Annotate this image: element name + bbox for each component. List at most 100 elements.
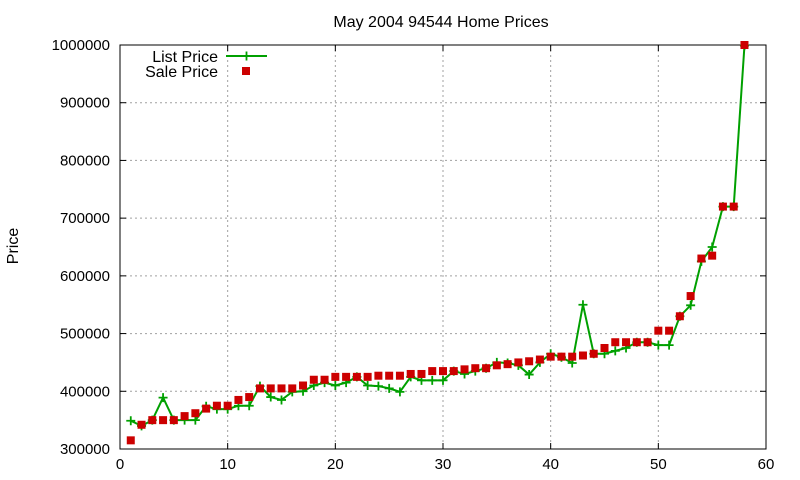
y-axis-label: Price bbox=[5, 228, 22, 265]
sale-price-point bbox=[299, 381, 308, 390]
list-price-point bbox=[427, 375, 437, 385]
sale-price-point bbox=[180, 412, 189, 421]
sale-price-point bbox=[675, 312, 684, 321]
y-tick-label: 300000 bbox=[60, 441, 110, 458]
sale-price-point bbox=[535, 355, 544, 364]
sale-price-point bbox=[632, 338, 641, 347]
x-tick-label: 50 bbox=[650, 456, 667, 473]
list-price-point bbox=[395, 387, 405, 397]
list-price-line bbox=[130, 45, 746, 428]
y-tick-label: 400000 bbox=[60, 383, 110, 400]
sale-price-point bbox=[374, 371, 383, 380]
sale-price-point bbox=[191, 409, 200, 418]
sale-price-point bbox=[309, 375, 318, 384]
sale-price-point bbox=[589, 349, 598, 358]
list-price-point bbox=[126, 416, 136, 426]
sale-price-point bbox=[159, 416, 168, 425]
list-price-point bbox=[384, 383, 394, 393]
y-tick-label: 700000 bbox=[60, 210, 110, 227]
y-tick-label: 1000000 bbox=[52, 37, 110, 54]
sale-price-point bbox=[665, 326, 674, 335]
y-tick-label: 800000 bbox=[60, 152, 110, 169]
sale-price-point bbox=[482, 364, 491, 373]
plot-frame bbox=[119, 44, 767, 450]
list-price-point bbox=[438, 375, 448, 385]
sale-price-point bbox=[740, 41, 749, 49]
x-tick-label: 20 bbox=[327, 456, 344, 473]
sale-price-point bbox=[546, 352, 555, 361]
sale-price-point bbox=[708, 251, 717, 260]
sale-price-point bbox=[503, 360, 512, 369]
list-price-point bbox=[686, 300, 696, 310]
sale-price-point bbox=[492, 361, 501, 370]
sale-price-point bbox=[126, 436, 135, 445]
legend-marker-list-price bbox=[242, 51, 251, 61]
sale-price-point bbox=[320, 375, 329, 384]
sale-price-point bbox=[169, 416, 178, 425]
sale-price-point bbox=[449, 367, 458, 376]
sale-price-point bbox=[718, 202, 727, 211]
y-tick-label: 500000 bbox=[60, 326, 110, 343]
sale-price-point bbox=[255, 384, 264, 393]
sale-price-point bbox=[245, 393, 254, 402]
list-price-point bbox=[707, 242, 717, 252]
sale-price-point bbox=[568, 352, 577, 361]
sale-price-point bbox=[686, 292, 695, 301]
axis-ticks: 300000 400000 500000 600000 700000 800000 9000… bbox=[52, 37, 775, 473]
sale-price-point bbox=[578, 351, 587, 360]
list-price-point bbox=[244, 401, 254, 411]
sale-price-point bbox=[406, 369, 415, 378]
sale-price-point bbox=[352, 372, 361, 381]
sale-price-point bbox=[697, 254, 706, 263]
legend-label-list-price: List Price bbox=[152, 49, 218, 66]
sale-price-point bbox=[428, 367, 437, 376]
sale-price-point bbox=[342, 372, 351, 381]
sale-price-point bbox=[395, 371, 404, 380]
list-price-point bbox=[266, 392, 276, 402]
sale-price-point bbox=[439, 367, 447, 376]
sale-price-point bbox=[460, 365, 469, 374]
list-price-point bbox=[610, 346, 620, 356]
sale-price-point bbox=[331, 372, 340, 381]
sale-price-point bbox=[729, 202, 738, 211]
sale-price-point bbox=[223, 401, 232, 410]
list-price-point bbox=[578, 300, 588, 310]
x-tick-label: 0 bbox=[116, 456, 124, 473]
sale-price-point bbox=[202, 404, 211, 413]
sale-price-point bbox=[288, 384, 297, 393]
x-tick-label: 30 bbox=[435, 456, 452, 473]
sale-price-point bbox=[525, 357, 534, 366]
legend-label-sale-price: Sale Price bbox=[145, 64, 218, 81]
x-tick-label: 10 bbox=[219, 456, 236, 473]
list-price-point bbox=[363, 381, 373, 391]
sale-price-point bbox=[557, 352, 566, 361]
sale-price-point bbox=[600, 344, 609, 352]
sale-price-point bbox=[514, 358, 523, 367]
sale-price-point bbox=[643, 338, 652, 347]
x-tick-label: 40 bbox=[542, 456, 559, 473]
sale-price-point bbox=[622, 338, 631, 347]
sale-price-point bbox=[266, 384, 275, 393]
data-series bbox=[126, 41, 749, 445]
sale-price-point bbox=[137, 420, 146, 429]
sale-price-point bbox=[234, 395, 243, 404]
list-price-point bbox=[524, 370, 534, 380]
y-tick-label: 600000 bbox=[60, 268, 110, 285]
sale-price-point bbox=[471, 364, 480, 373]
list-price-point bbox=[664, 340, 674, 350]
sale-price-point bbox=[212, 401, 221, 410]
chart-title: May 2004 94544 Home Prices bbox=[333, 14, 548, 31]
list-price-point bbox=[373, 381, 383, 391]
list-price-point bbox=[330, 381, 340, 391]
sale-price-point bbox=[654, 326, 663, 335]
sale-price-point bbox=[417, 369, 426, 378]
sale-price-point bbox=[277, 384, 286, 393]
grid-lines bbox=[120, 45, 766, 449]
sale-price-point bbox=[363, 372, 372, 381]
legend-marker-sale-price bbox=[242, 67, 250, 75]
sale-price-point bbox=[385, 371, 394, 380]
list-price-point bbox=[653, 340, 663, 350]
sale-price-point bbox=[611, 338, 620, 347]
